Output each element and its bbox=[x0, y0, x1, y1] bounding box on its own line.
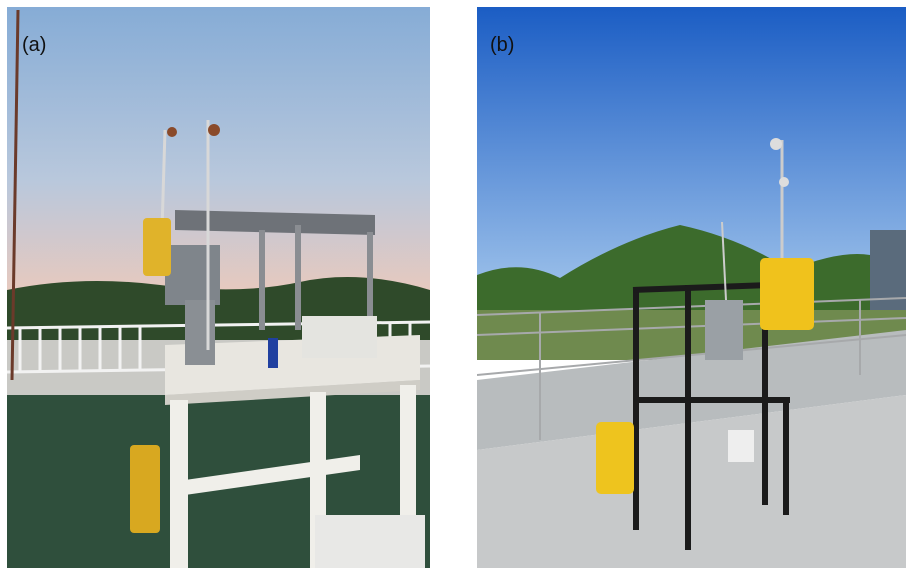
page: (a) (b) (() => { const data = JSON.parse… bbox=[0, 0, 906, 570]
panel-label: (a) bbox=[22, 34, 46, 56]
figure: (a) (b) bbox=[0, 0, 906, 570]
panel-label: (b) bbox=[490, 34, 514, 56]
photo-a bbox=[7, 7, 430, 568]
photo-b bbox=[477, 7, 906, 568]
